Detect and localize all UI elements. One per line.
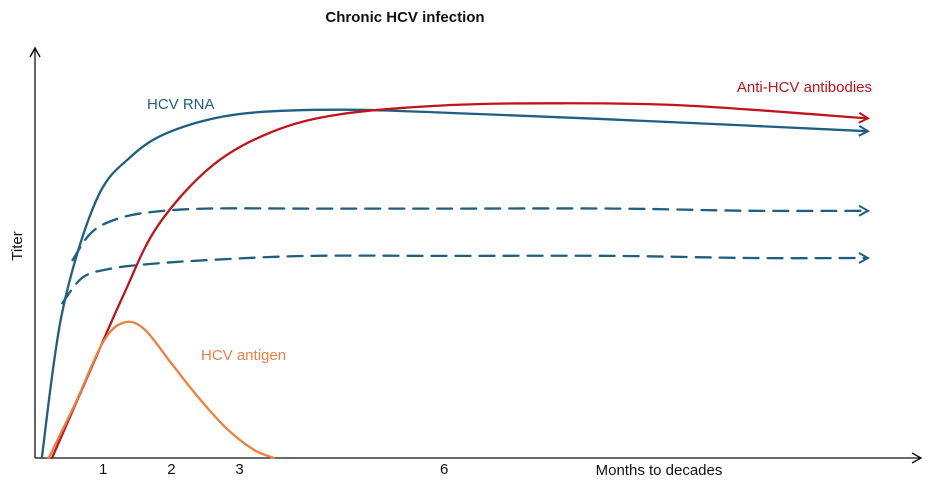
hcv-rna-line [40, 108, 867, 460]
x-tick-labels: 1 2 3 6 [99, 461, 448, 478]
x-axis-label: Months to decades [596, 462, 723, 479]
x-tick-label: 1 [99, 461, 107, 478]
series-2-line [61, 256, 867, 305]
x-tick-label: 3 [235, 461, 243, 478]
chart-title: Chronic HCV infection [325, 9, 484, 26]
hcv-antigen-label: HCV antigen [201, 347, 286, 364]
series-1-line [71, 208, 868, 262]
anti-hcv-antibodies-label: Anti-HCV antibodies [737, 79, 872, 96]
series-lines [40, 102, 868, 460]
x-tick-label: 2 [167, 461, 175, 478]
anti-hcv-antibodies-line [50, 102, 867, 460]
hcv-rna-label: HCV RNA [147, 96, 215, 113]
series-labels: HCV RNA Anti-HCV antibodies HCV antigen [147, 79, 872, 364]
hcv-antigen-line [47, 320, 275, 460]
x-tick-label: 6 [440, 461, 448, 478]
y-axis-label: Titer [9, 231, 26, 260]
